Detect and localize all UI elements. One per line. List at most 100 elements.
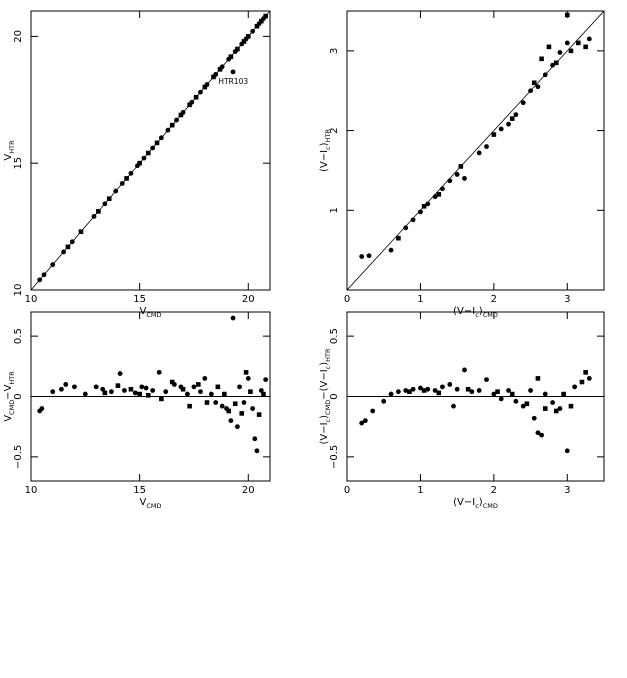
data-point-circle bbox=[158, 135, 164, 141]
data-point-circle bbox=[410, 386, 416, 392]
data-point-square bbox=[146, 150, 151, 156]
data-point-circle bbox=[396, 389, 401, 395]
data-point-circle bbox=[113, 188, 119, 194]
label-sub3: c bbox=[324, 365, 332, 369]
data-point-circle bbox=[403, 388, 409, 393]
data-point-circle bbox=[143, 385, 149, 391]
y-tick-label: −0.5 bbox=[329, 445, 340, 469]
data-point-circle bbox=[254, 448, 260, 454]
x-tick-label: 1 bbox=[417, 485, 423, 496]
data-point-circle bbox=[198, 89, 203, 95]
data-point-circle bbox=[410, 217, 416, 223]
data-point-circle bbox=[498, 396, 504, 402]
label-main: (V−I bbox=[453, 497, 475, 508]
data-point-circle bbox=[476, 150, 482, 156]
y-tick-label: 0.5 bbox=[13, 328, 24, 344]
data-point-square bbox=[465, 386, 471, 392]
data-point-circle bbox=[520, 403, 526, 409]
data-point-circle bbox=[208, 391, 214, 397]
x-tick-label: 3 bbox=[564, 485, 570, 496]
x-tick-label: 10 bbox=[25, 485, 38, 496]
y-tick-label: 0 bbox=[329, 393, 340, 399]
data-point-circle bbox=[141, 155, 147, 161]
data-point-square bbox=[568, 403, 574, 409]
data-point-circle bbox=[469, 389, 475, 395]
data-point-square bbox=[187, 102, 192, 108]
data-point-square bbox=[553, 408, 559, 414]
data-point-square bbox=[239, 411, 245, 416]
data-point-circle bbox=[451, 403, 456, 409]
data-point-square bbox=[222, 391, 227, 397]
data-point-square bbox=[241, 39, 247, 44]
data-point-square bbox=[583, 370, 588, 375]
y-axis-label: VCMD−VHTR bbox=[3, 371, 16, 422]
y-tick-label: 20 bbox=[13, 30, 24, 43]
x-tick-label: 3 bbox=[564, 294, 570, 305]
data-point-square bbox=[407, 389, 412, 394]
data-point-square bbox=[217, 67, 223, 72]
label-sub1: c bbox=[324, 418, 332, 422]
data-point-circle bbox=[108, 389, 114, 395]
label-sub1: c bbox=[324, 146, 332, 150]
data-point-circle bbox=[491, 391, 497, 397]
data-point-circle bbox=[72, 384, 77, 390]
data-point-square bbox=[124, 176, 129, 181]
data-point-circle bbox=[370, 408, 376, 414]
y-tick-label: 3 bbox=[329, 48, 340, 54]
x-tick-label: 1 bbox=[417, 294, 423, 305]
data-point-square bbox=[509, 116, 515, 121]
label-sub: CMD bbox=[146, 502, 161, 510]
data-point-circle bbox=[258, 388, 264, 393]
data-point-circle bbox=[440, 384, 445, 390]
data-point-circle bbox=[520, 100, 526, 106]
data-point-square bbox=[436, 390, 442, 396]
data-point-square bbox=[115, 383, 121, 388]
data-point-square bbox=[154, 140, 160, 146]
data-point-circle bbox=[557, 50, 563, 55]
data-point-square bbox=[421, 204, 427, 209]
data-point-square bbox=[248, 389, 253, 394]
data-point-square bbox=[137, 160, 142, 166]
x-tick-label: 20 bbox=[242, 294, 255, 305]
label-mid: ) bbox=[479, 497, 483, 508]
data-point-circle bbox=[535, 430, 541, 436]
x-tick-label: 0 bbox=[344, 485, 350, 496]
data-point-circle bbox=[557, 406, 563, 411]
label-main2: −V bbox=[3, 384, 14, 399]
data-point-circle bbox=[132, 390, 138, 396]
data-point-circle bbox=[403, 225, 409, 231]
data-point-square bbox=[226, 408, 232, 414]
y-tick-label: 1 bbox=[329, 207, 340, 213]
label-main2: −(V−I bbox=[319, 369, 330, 399]
x-tick-label: 10 bbox=[25, 294, 38, 305]
data-point-circle bbox=[93, 384, 99, 390]
data-point-circle bbox=[535, 84, 541, 90]
data-point-circle bbox=[213, 400, 219, 405]
data-point-square bbox=[535, 376, 541, 381]
data-point-circle bbox=[528, 388, 533, 393]
data-point-square bbox=[243, 370, 249, 375]
data-point-circle bbox=[572, 384, 578, 390]
data-point-square bbox=[458, 164, 464, 169]
data-point-circle bbox=[91, 214, 97, 219]
data-point-square bbox=[204, 400, 210, 405]
data-point-square bbox=[137, 391, 142, 397]
x-tick-label: 15 bbox=[133, 485, 146, 496]
data-point-circle bbox=[245, 375, 251, 381]
data-point-square bbox=[146, 392, 151, 398]
data-point-square bbox=[106, 196, 112, 201]
data-point-square bbox=[169, 122, 175, 128]
label-mid2: ) bbox=[319, 362, 330, 366]
label-mid: ) bbox=[319, 415, 330, 419]
data-point-square bbox=[561, 391, 566, 397]
data-point-circle bbox=[198, 389, 203, 395]
data-point-circle bbox=[191, 384, 197, 390]
data-point-circle bbox=[454, 386, 460, 392]
plot-frame bbox=[30, 10, 271, 291]
data-point-square bbox=[564, 12, 570, 18]
data-point-circle bbox=[388, 247, 394, 253]
label-sub2: HTR bbox=[8, 371, 16, 385]
data-point-circle bbox=[528, 88, 533, 94]
data-point-circle bbox=[165, 127, 171, 133]
